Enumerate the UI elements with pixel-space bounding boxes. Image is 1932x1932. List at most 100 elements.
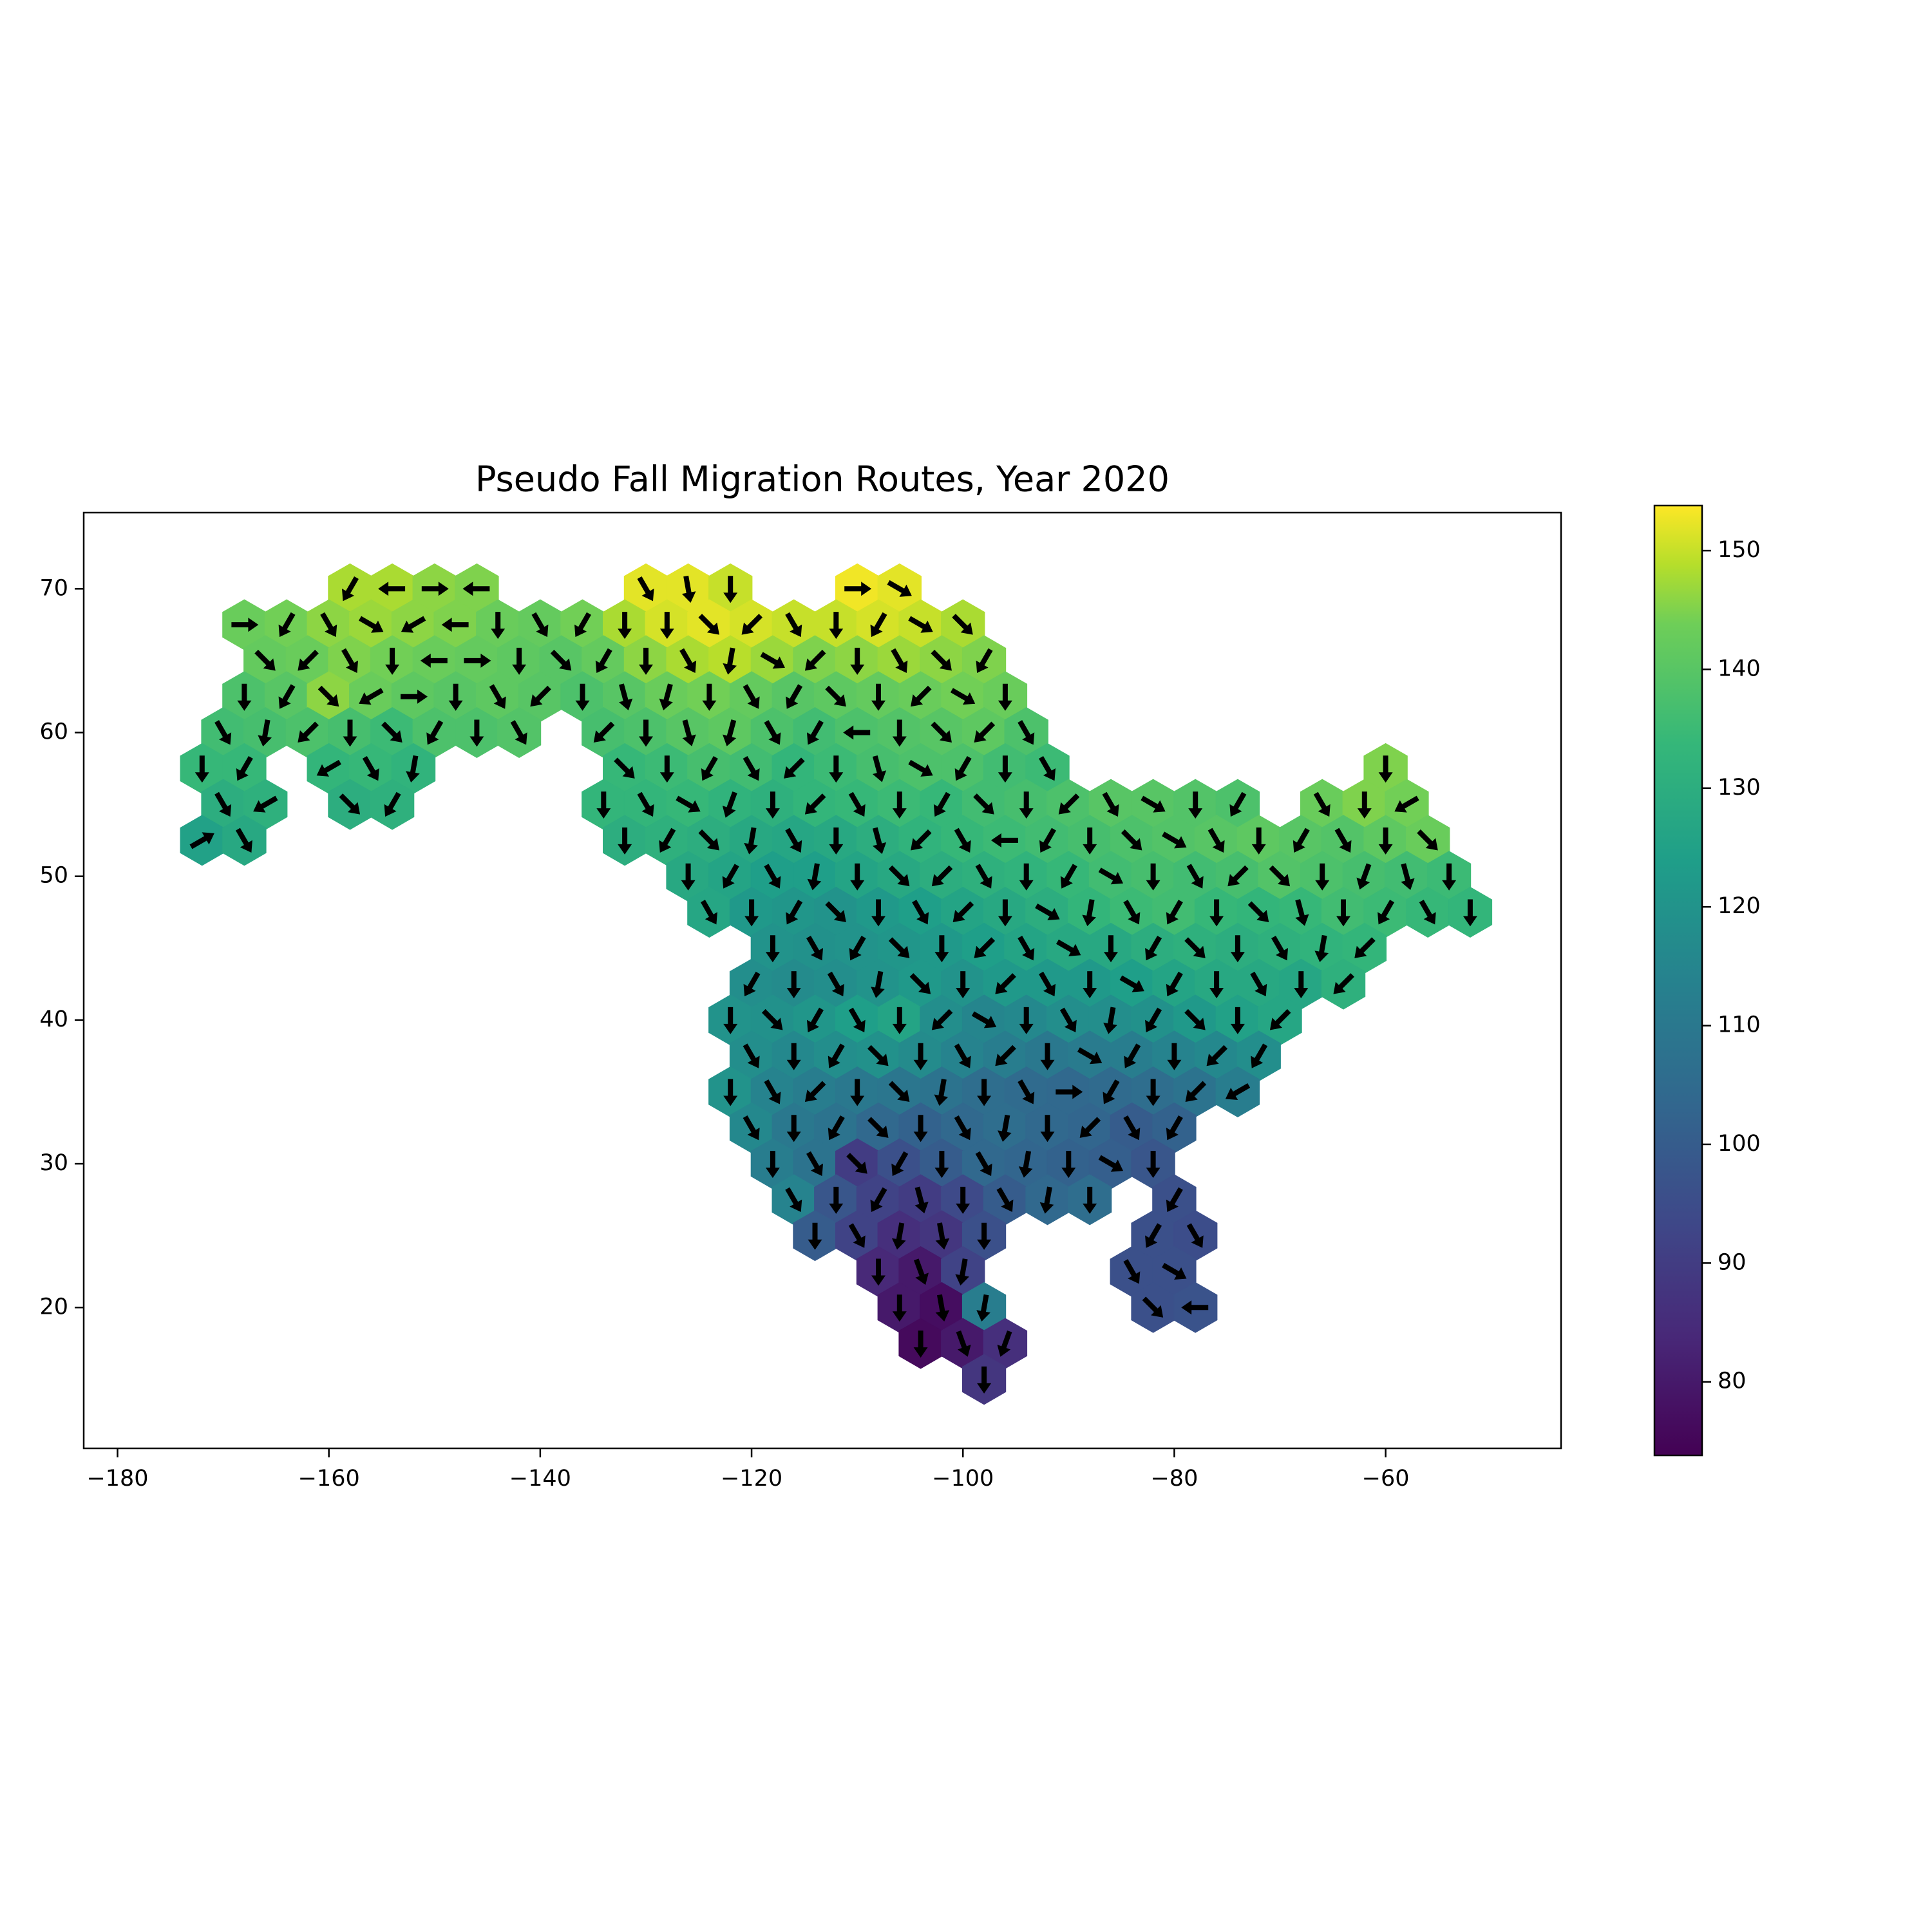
arrow	[550, 649, 572, 671]
arrow	[426, 720, 444, 745]
arrow	[723, 1079, 738, 1106]
arrow	[339, 793, 361, 815]
arrow	[976, 648, 993, 673]
x-tick-label: −120	[721, 1466, 782, 1492]
arrow	[743, 971, 761, 997]
arrow	[931, 649, 952, 671]
arrow-layer	[189, 575, 1477, 1394]
arrow	[682, 719, 696, 746]
arrow	[807, 863, 822, 891]
arrow	[723, 647, 737, 675]
arrow	[952, 901, 974, 923]
arrow	[887, 580, 912, 597]
arrow	[1294, 971, 1309, 999]
arrow	[1018, 1079, 1035, 1104]
arrow	[933, 791, 951, 817]
arrow	[808, 1222, 822, 1250]
arrow	[1103, 1079, 1120, 1104]
arrow	[786, 900, 803, 925]
arrow	[1230, 1007, 1245, 1034]
arrow	[995, 973, 1016, 994]
arrow	[998, 899, 1012, 927]
arrow	[956, 971, 971, 999]
arrow	[618, 827, 632, 855]
arrow	[867, 1045, 889, 1066]
arrow	[320, 612, 337, 638]
arrow	[1417, 829, 1438, 851]
arrow	[1123, 900, 1141, 925]
arrow	[1269, 865, 1291, 887]
arrow	[909, 973, 931, 994]
arrow	[639, 719, 653, 747]
arrow	[998, 683, 1012, 711]
arrow	[1401, 863, 1415, 890]
arrow	[829, 1186, 844, 1214]
arrow	[1247, 901, 1269, 923]
x-tick-label: −160	[298, 1466, 360, 1492]
y-tick-label: 40	[39, 1007, 68, 1032]
arrow	[531, 612, 549, 638]
arrow	[844, 582, 872, 596]
arrow	[741, 614, 763, 635]
arrow	[1035, 904, 1060, 921]
arrow	[1314, 934, 1329, 962]
arrow	[1040, 1043, 1055, 1070]
arrow	[1181, 1300, 1209, 1315]
arrow	[1356, 863, 1372, 890]
arrow	[1185, 1081, 1207, 1103]
arrow	[362, 755, 379, 781]
arrow	[848, 1223, 866, 1248]
arrow	[698, 614, 719, 635]
arrow	[912, 900, 929, 925]
arrow	[931, 721, 952, 743]
arrow	[998, 755, 1012, 783]
arrow	[829, 827, 844, 855]
arrow	[1098, 1155, 1124, 1172]
plot-frame	[82, 511, 1562, 1450]
x-tick-label: −140	[509, 1466, 571, 1492]
arrow	[1333, 973, 1354, 994]
arrow	[574, 612, 591, 638]
colorbar-tick-label: 120	[1718, 893, 1761, 919]
arrow	[1146, 1079, 1160, 1106]
arrow	[1103, 1007, 1117, 1034]
arrow	[698, 829, 719, 851]
arrow	[931, 1009, 953, 1030]
arrow	[1184, 937, 1206, 958]
arrow	[1056, 939, 1081, 956]
arrow	[316, 759, 342, 777]
arrow	[977, 1222, 992, 1250]
arrow	[679, 648, 697, 673]
arrow	[846, 1153, 867, 1174]
arrow	[761, 1009, 783, 1030]
arrow	[385, 647, 400, 675]
arrow	[1018, 1150, 1033, 1178]
arrow	[954, 1043, 971, 1068]
arrow	[1378, 827, 1393, 855]
arrow	[785, 612, 802, 638]
arrow	[913, 1331, 928, 1358]
arrow	[764, 864, 781, 889]
arrow	[743, 755, 760, 781]
arrow	[1271, 935, 1289, 961]
arrow	[596, 791, 611, 819]
chart-title: Pseudo Fall Migration Routes, Year 2020	[475, 459, 1170, 500]
axes: −180 −160 −140 −120 −100 −80 −60 20 30 40 50 60 70 80…	[39, 537, 1760, 1492]
arrow	[722, 791, 737, 818]
arrow	[974, 721, 996, 743]
arrow	[1162, 831, 1187, 849]
arrow	[913, 1043, 928, 1070]
arrow	[892, 1294, 907, 1322]
arrow	[1146, 863, 1160, 891]
arrow	[1209, 971, 1224, 999]
arrow	[253, 795, 278, 813]
arrow	[765, 1151, 780, 1179]
arrow	[401, 689, 428, 704]
arrow	[1083, 827, 1097, 855]
arrow	[595, 648, 612, 673]
arrow	[784, 757, 805, 779]
arrow	[743, 684, 760, 709]
arrow	[469, 719, 484, 747]
arrow	[1039, 755, 1056, 781]
arrow	[1145, 1007, 1162, 1032]
